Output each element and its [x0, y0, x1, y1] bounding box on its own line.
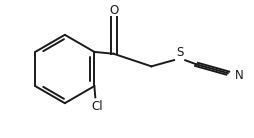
- Text: O: O: [109, 4, 118, 17]
- Text: S: S: [177, 46, 184, 59]
- Text: Cl: Cl: [92, 100, 103, 113]
- Text: N: N: [235, 69, 244, 82]
